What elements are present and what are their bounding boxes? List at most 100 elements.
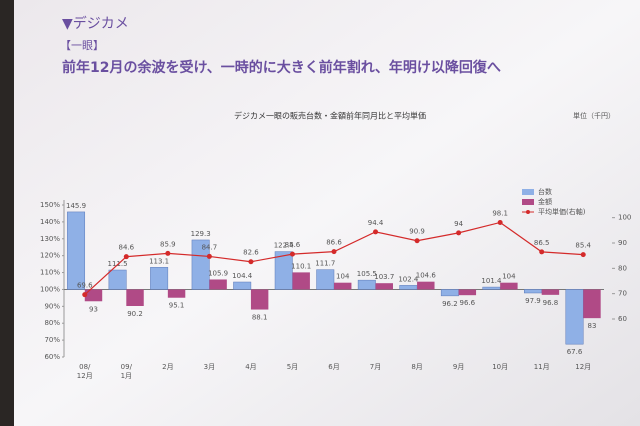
y-tick-label: 60% bbox=[44, 353, 60, 361]
value-label: 96.6 bbox=[460, 299, 476, 307]
x-tick-label: 5月 bbox=[287, 363, 298, 371]
value-label: 83 bbox=[587, 322, 596, 330]
bar bbox=[334, 282, 352, 290]
y2-tick-label: 90 bbox=[618, 239, 627, 247]
value-label: 95.1 bbox=[169, 302, 185, 310]
value-label: 104 bbox=[502, 273, 516, 281]
y-tick-label: 90% bbox=[44, 302, 60, 310]
x-tick-label: 8月 bbox=[411, 363, 422, 371]
point bbox=[331, 249, 337, 255]
bar bbox=[440, 289, 459, 297]
value-label: 93 bbox=[89, 305, 98, 313]
bar bbox=[126, 289, 144, 306]
value-label: 85.6 bbox=[285, 241, 301, 249]
x-tick-label: 11月 bbox=[534, 363, 550, 371]
point bbox=[165, 250, 171, 256]
value-label: 84.7 bbox=[202, 243, 218, 251]
point bbox=[206, 253, 212, 259]
bar bbox=[541, 289, 560, 295]
y2-unit: 単位（千円） bbox=[573, 111, 615, 120]
bar bbox=[84, 289, 103, 302]
y-tick-label: 70% bbox=[44, 336, 60, 344]
y2-tick-label: 100 bbox=[618, 214, 631, 222]
value-label: 102.4 bbox=[398, 275, 419, 283]
legend-swatch bbox=[522, 189, 534, 195]
value-label: 103.7 bbox=[374, 273, 394, 281]
value-label: 105.9 bbox=[208, 269, 228, 277]
point bbox=[373, 229, 379, 235]
bar bbox=[274, 251, 293, 290]
bar bbox=[482, 286, 501, 290]
point bbox=[456, 230, 462, 236]
point bbox=[497, 219, 503, 225]
value-label: 96.2 bbox=[442, 300, 458, 308]
value-label: 85.4 bbox=[575, 242, 591, 250]
x-tick-label: 9月 bbox=[453, 363, 464, 371]
bar bbox=[108, 269, 127, 290]
y-tick-label: 80% bbox=[44, 319, 60, 327]
slide-background bbox=[14, 0, 640, 426]
value-label: 104.6 bbox=[416, 272, 437, 280]
value-label: 86.5 bbox=[534, 239, 550, 247]
value-label: 96.8 bbox=[543, 299, 559, 307]
value-label: 90.2 bbox=[127, 310, 143, 318]
chart-title: デジカメ一眼の販売台数・金額前年同月比と平均単価 bbox=[234, 111, 426, 121]
y-tick-label: 130% bbox=[40, 235, 60, 243]
value-label: 82.6 bbox=[243, 249, 259, 257]
value-label: 145.9 bbox=[66, 202, 86, 210]
bar bbox=[523, 289, 542, 294]
bar bbox=[67, 211, 86, 290]
value-label: 104 bbox=[336, 273, 350, 281]
legend-swatch bbox=[526, 210, 530, 214]
headline: 前年12月の余波を受け、一時的に大きく前年割れ、年明け以降回復へ bbox=[62, 59, 501, 76]
x-tick-label: 10月 bbox=[492, 363, 508, 371]
bar bbox=[250, 289, 269, 310]
value-label: 98.1 bbox=[492, 209, 508, 217]
value-label: 110.1 bbox=[291, 262, 311, 270]
y-tick-label: 120% bbox=[40, 252, 60, 260]
bar bbox=[167, 289, 186, 298]
section-title: ▼デジカメ bbox=[62, 15, 129, 32]
x-tick-label: 6月 bbox=[328, 363, 339, 371]
bar bbox=[500, 282, 518, 290]
bar bbox=[357, 279, 376, 290]
y-tick-label: 110% bbox=[40, 269, 60, 277]
value-label: 69.6 bbox=[77, 282, 93, 290]
x-tick-label: 12月 bbox=[575, 363, 591, 371]
y2-tick-label: 70 bbox=[618, 290, 627, 298]
point bbox=[248, 259, 254, 265]
value-label: 105.5 bbox=[357, 270, 377, 278]
value-label: 86.6 bbox=[326, 239, 342, 247]
y2-tick-label: 80 bbox=[618, 264, 627, 272]
y-tick-label: 140% bbox=[40, 218, 60, 226]
x-tick-label: 08/12月 bbox=[77, 363, 93, 380]
value-label: 94 bbox=[454, 220, 463, 228]
point bbox=[82, 292, 88, 298]
subsection: 【一眼】 bbox=[60, 39, 104, 52]
x-tick-label: 3月 bbox=[204, 363, 215, 371]
x-tick-label: 09/1月 bbox=[121, 363, 133, 380]
bar bbox=[399, 285, 418, 290]
value-label: 101.4 bbox=[481, 277, 502, 285]
point bbox=[123, 254, 129, 260]
bar bbox=[417, 281, 435, 290]
x-tick-label: 7月 bbox=[370, 363, 381, 371]
point bbox=[580, 252, 586, 258]
y-tick-label: 100% bbox=[40, 285, 60, 293]
value-label: 97.9 bbox=[525, 297, 541, 305]
bar bbox=[191, 239, 210, 290]
value-label: 88.1 bbox=[252, 314, 268, 322]
value-label: 104.4 bbox=[232, 272, 253, 280]
value-label: 84.6 bbox=[119, 244, 135, 252]
legend-label: 平均単価(右軸) bbox=[538, 207, 586, 216]
bar bbox=[209, 279, 227, 290]
bar bbox=[292, 272, 310, 290]
bar bbox=[316, 269, 335, 290]
bar bbox=[233, 281, 252, 290]
legend-swatch bbox=[522, 199, 534, 205]
x-tick-label: 2月 bbox=[162, 363, 173, 371]
y2-tick-label: 60 bbox=[618, 315, 627, 323]
bar bbox=[375, 283, 393, 290]
